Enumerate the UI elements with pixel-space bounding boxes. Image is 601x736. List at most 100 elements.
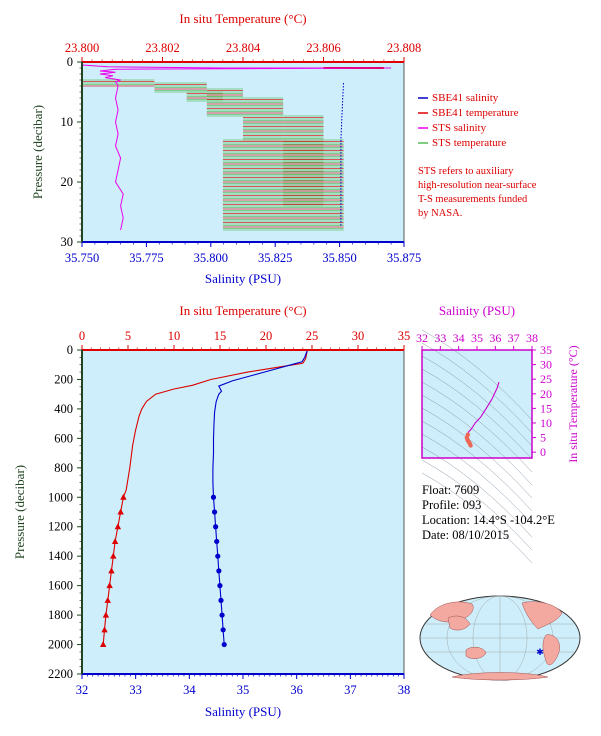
sts-note-line-2: high-resolution near-surface	[418, 180, 537, 191]
top-temp-tick-label-4: 23.808	[387, 41, 421, 55]
bottom-sal-tick-label-0: 32	[76, 683, 89, 697]
bottom-axis-ticks: 0 5 10 15 20 25 30 35 32 33 34 35 36 37 38 0 200 400 600 80…	[48, 329, 410, 697]
temperature-marker-24	[102, 611, 110, 618]
ts-sal-tick-label-5: 37	[508, 331, 520, 345]
ts-density-contour-8	[421, 433, 533, 525]
ts-salinity-axis-title: Salinity (PSU)	[439, 303, 515, 318]
bottom-pressure-tick-label-4: 800	[54, 461, 73, 475]
ts-sal-tick-label-4: 36	[489, 331, 501, 345]
sts-note-line-1: STS refers to auxiliary	[418, 166, 514, 177]
salinity-marker-17	[210, 494, 217, 500]
bottom-plot-data	[99, 349, 308, 648]
sbe41-salinity-line-top	[340, 82, 344, 227]
bottom-pressure-tick-label-1: 200	[54, 372, 73, 386]
map-land-north-america	[521, 601, 563, 630]
map-land-asia-east	[447, 615, 471, 631]
profile-number: Profile: 093	[422, 498, 481, 512]
bottom-pressure-tick-label-2: 400	[54, 402, 73, 416]
ts-density-contour-11	[421, 472, 533, 564]
top-temp-tick-label-2: 23.804	[226, 41, 261, 55]
legend-label-sts-salinity: STS salinity	[432, 122, 487, 134]
sbe41-salinity-line	[212, 349, 308, 645]
ts-temp-tick-label-2: 10	[540, 416, 552, 430]
sts-note-line-4: by NASA.	[418, 208, 462, 219]
bottom-sal-tick-label-3: 35	[237, 683, 250, 697]
ts-temp-tick-label-4: 20	[540, 387, 552, 401]
top-sal-tick-label-4: 35.850	[322, 251, 356, 265]
ts-sal-tick-label-2: 34	[453, 331, 465, 345]
top-pressure-tick-label-1: 10	[61, 115, 74, 129]
bottom-pressure-tick-label-9: 1800	[48, 608, 73, 622]
ts-point-14	[468, 443, 473, 448]
bottom-temp-tick-label-6: 30	[352, 329, 365, 343]
bottom-pressure-axis-title: Pressure (decibar)	[12, 465, 27, 559]
bottom-pressure-tick-label-5: 1000	[48, 490, 73, 504]
legend-label-sbe41-salinity: SBE41 salinity	[432, 92, 499, 104]
profile-date: Date: 08/10/2015	[422, 528, 509, 542]
salinity-marker-25	[219, 612, 225, 618]
temperature-marker-26	[99, 641, 107, 648]
ts-density-contour-4	[421, 381, 533, 473]
top-temp-tick-label-3: 23.806	[306, 41, 340, 55]
salinity-marker-21	[215, 553, 221, 559]
top-pressure-tick-label-0: 0	[67, 55, 73, 69]
top-pressure-tick-label-3: 30	[61, 235, 74, 249]
temperature-marker-19	[111, 537, 119, 544]
map-land	[429, 601, 563, 681]
bottom-plot-area	[82, 350, 404, 674]
top-temp-tick-label-0: 23.800	[65, 41, 99, 55]
temperature-marker-25	[101, 626, 108, 633]
top-temperature-axis-title: In situ Temperature (°C)	[179, 11, 306, 26]
sts-note-line-3: T-S measurements funded	[418, 194, 528, 205]
world-map: ✱	[419, 595, 581, 681]
float-id: Float: 7609	[422, 483, 479, 497]
top-sal-tick-label-2: 35.800	[194, 251, 228, 265]
salinity-marker-24	[218, 597, 224, 603]
ts-sal-tick-label-0: 32	[416, 331, 428, 345]
salinity-marker-20	[214, 538, 220, 545]
top-sal-tick-label-3: 35.825	[258, 251, 292, 265]
top-sal-tick-label-0: 35.750	[65, 251, 99, 265]
bottom-sal-tick-label-2: 34	[183, 683, 196, 697]
top-panel: 23.800 23.802 23.804 23.806 23.808 35.750 35.7…	[30, 11, 421, 286]
bottom-temperature-axis-title: In situ Temperature (°C)	[179, 303, 306, 318]
ts-density-contour-3	[421, 368, 533, 460]
ts-sal-tick-label-6: 38	[526, 331, 538, 345]
bottom-temp-tick-label-5: 25	[306, 329, 319, 343]
ts-temperature-axis-title: In situ Temperature (°C)	[566, 345, 580, 462]
bottom-temp-tick-label-3: 15	[214, 329, 227, 343]
temperature-marker-16	[120, 493, 127, 500]
bottom-pressure-tick-label-8: 1600	[48, 579, 73, 593]
bottom-pressure-tick-label-6: 1200	[48, 520, 73, 534]
ts-density-contour-5	[421, 394, 533, 486]
salinity-marker-23	[217, 583, 223, 589]
bottom-temp-tick-label-2: 10	[168, 329, 181, 343]
bottom-pressure-tick-label-3: 600	[54, 431, 73, 445]
temperature-marker-17	[117, 508, 124, 515]
ts-temp-tick-label-5: 25	[540, 372, 552, 386]
ts-density-contour-10	[421, 459, 533, 551]
bottom-salinity-axis-title: Salinity (PSU)	[205, 704, 281, 719]
temperature-marker-23	[104, 596, 111, 603]
top-salinity-axis-title: Salinity (PSU)	[205, 271, 281, 286]
salinity-marker-18	[211, 509, 218, 515]
ts-temp-tick-label-3: 15	[540, 401, 552, 415]
top-pressure-axis-title: Pressure (decibar)	[30, 105, 45, 199]
ts-density-contour-9	[421, 446, 533, 538]
bottom-sal-tick-label-5: 37	[344, 683, 357, 697]
top-temp-tick-label-1: 23.802	[145, 41, 179, 55]
top-sal-tick-label-1: 35.775	[129, 251, 163, 265]
legend-label-sbe41-temperature: SBE41 temperature	[432, 107, 519, 119]
bottom-sal-tick-label-4: 36	[290, 683, 303, 697]
ts-sal-tick-label-1: 33	[434, 331, 446, 345]
ts-plot-data	[421, 329, 533, 564]
bottom-pressure-tick-label-11: 2200	[48, 667, 73, 681]
salinity-marker-22	[216, 568, 222, 574]
salinity-marker-19	[213, 524, 219, 530]
salinity-marker-27	[221, 641, 227, 648]
bottom-pressure-tick-label-0: 0	[67, 343, 73, 357]
temperature-marker-18	[114, 523, 122, 530]
ts-temp-tick-label-6: 30	[540, 358, 552, 372]
